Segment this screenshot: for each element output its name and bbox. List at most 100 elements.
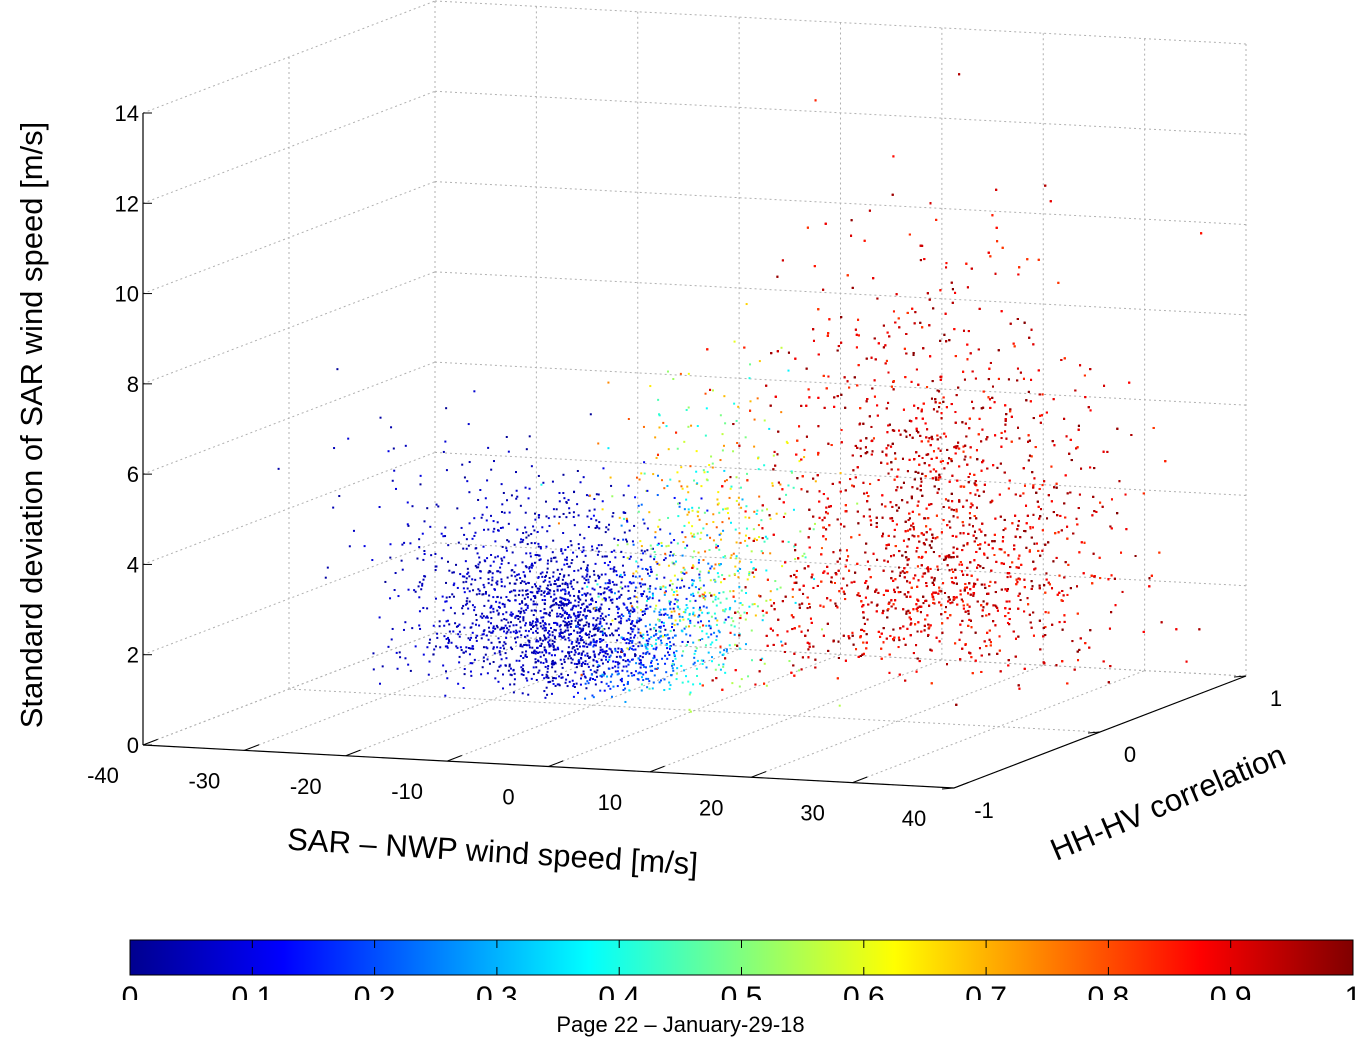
scatter-point bbox=[922, 517, 925, 520]
scatter-point bbox=[920, 532, 923, 535]
scatter-point bbox=[966, 286, 969, 289]
scatter-point bbox=[965, 586, 968, 589]
scatter-point bbox=[1158, 551, 1161, 554]
scatter-point bbox=[884, 344, 887, 347]
scatter-point bbox=[791, 595, 794, 598]
scatter-point bbox=[1004, 527, 1007, 530]
scatter-point bbox=[1068, 452, 1071, 455]
scatter-point bbox=[931, 595, 934, 598]
scatter-point bbox=[806, 226, 809, 229]
scatter-point bbox=[904, 376, 907, 379]
scatter-point bbox=[944, 312, 947, 315]
scatter-point bbox=[915, 368, 918, 371]
scatter-point bbox=[1026, 597, 1029, 600]
scatter-point bbox=[804, 634, 807, 637]
scatter-point bbox=[954, 411, 957, 414]
scatter-point bbox=[1142, 492, 1145, 495]
scatter-point bbox=[859, 439, 862, 442]
scatter-point bbox=[969, 593, 972, 596]
scatter-point bbox=[910, 586, 913, 589]
scatter-point bbox=[882, 569, 885, 572]
scatter-point bbox=[926, 292, 929, 295]
scatter-point bbox=[838, 590, 841, 593]
scatter-point bbox=[946, 555, 949, 558]
scatter-point bbox=[784, 561, 787, 564]
scatter-point bbox=[734, 528, 737, 531]
scatter-point bbox=[1092, 552, 1095, 555]
scatter-point bbox=[581, 629, 584, 632]
scatter-point bbox=[803, 456, 806, 459]
scatter-point bbox=[1098, 556, 1101, 559]
scatter-point bbox=[908, 458, 911, 461]
scatter-point bbox=[1044, 543, 1047, 546]
scatter-point bbox=[794, 549, 797, 552]
scatter-point bbox=[862, 611, 865, 614]
scatter-point bbox=[870, 523, 873, 526]
scatter-point bbox=[866, 585, 869, 588]
scatter-point bbox=[975, 506, 978, 509]
scatter-point bbox=[836, 560, 839, 563]
scatter-point bbox=[891, 570, 894, 573]
scatter-point bbox=[981, 428, 984, 431]
scatter-point bbox=[892, 628, 895, 631]
scatter-point bbox=[865, 437, 868, 440]
scatter-point bbox=[1107, 578, 1110, 581]
scatter-point bbox=[1102, 660, 1105, 663]
scatter-point bbox=[724, 507, 727, 510]
scatter-point bbox=[923, 462, 926, 465]
scatter-point bbox=[995, 560, 998, 563]
scatter-point bbox=[1028, 439, 1031, 442]
scatter-point bbox=[744, 436, 747, 439]
scatter-point bbox=[916, 657, 919, 660]
scatter-point bbox=[921, 417, 924, 420]
scatter-point bbox=[733, 340, 736, 343]
scatter-point bbox=[856, 510, 859, 513]
scatter-point bbox=[902, 408, 905, 411]
scatter-point bbox=[983, 583, 986, 586]
scatter-point bbox=[911, 486, 914, 489]
scatter-point bbox=[862, 515, 865, 518]
scatter-point bbox=[936, 491, 939, 494]
scatter-point bbox=[790, 671, 793, 674]
scatter-point bbox=[901, 570, 904, 573]
scatter-point bbox=[791, 628, 794, 631]
scatter-point bbox=[1028, 550, 1031, 553]
scatter-point bbox=[894, 599, 897, 602]
scatter-point bbox=[629, 602, 632, 605]
scatter-point bbox=[988, 629, 991, 632]
scatter-point bbox=[720, 538, 723, 541]
scatter-point bbox=[1051, 440, 1054, 443]
scatter-point bbox=[945, 266, 948, 269]
scatter-point bbox=[576, 469, 579, 472]
scatter-point bbox=[1064, 516, 1067, 519]
scatter-point bbox=[696, 425, 699, 428]
scatter-point bbox=[919, 321, 922, 324]
scatter-point bbox=[826, 497, 829, 500]
scatter-point bbox=[806, 607, 809, 610]
scatter-point bbox=[461, 463, 464, 466]
scatter-point bbox=[737, 576, 740, 579]
scatter-point bbox=[994, 591, 997, 594]
scatter-point bbox=[1022, 492, 1025, 495]
scatter-point bbox=[766, 537, 769, 540]
side-wall-grid-line bbox=[142, 181, 436, 295]
scatter-point bbox=[966, 573, 969, 576]
scatter-point bbox=[969, 619, 972, 622]
scatter-point bbox=[926, 386, 929, 389]
scatter-point bbox=[1039, 648, 1042, 651]
scatter-point bbox=[953, 446, 956, 449]
scatter-point bbox=[1059, 514, 1062, 517]
scatter-point bbox=[791, 588, 794, 591]
scatter-point bbox=[696, 515, 699, 518]
scatter-point bbox=[924, 572, 927, 575]
scatter-point bbox=[903, 571, 906, 574]
scatter-point bbox=[939, 289, 942, 292]
scatter-point bbox=[931, 593, 934, 596]
scatter-point bbox=[944, 556, 947, 559]
scatter-point bbox=[748, 537, 751, 540]
scatter-point bbox=[933, 577, 936, 580]
scatter-point bbox=[930, 503, 933, 506]
scatter-point bbox=[986, 592, 989, 595]
scatter-point bbox=[982, 459, 985, 462]
scatter-point bbox=[995, 605, 998, 608]
